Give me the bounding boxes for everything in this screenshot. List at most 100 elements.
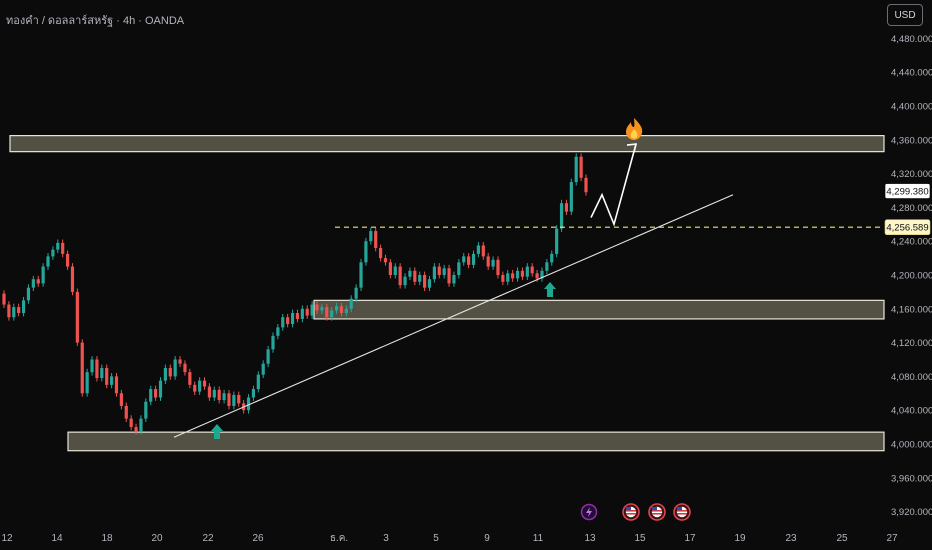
candle-body <box>178 359 182 364</box>
candle-body <box>515 270 520 279</box>
candle-body <box>85 372 89 394</box>
candle-body <box>246 397 251 411</box>
candle-body <box>462 256 466 263</box>
us-flag-icon[interactable] <box>673 503 691 521</box>
candle-body <box>325 307 329 318</box>
x-tick-label: ธ.ค. <box>330 533 348 544</box>
candle-body <box>398 266 402 286</box>
candle-body <box>173 359 177 377</box>
y-tick-label: 4,320.000 <box>891 169 932 180</box>
candle-body <box>339 306 344 314</box>
candle-body <box>545 262 549 271</box>
candle-body <box>251 389 256 398</box>
candle-body <box>95 359 99 379</box>
currency-button[interactable]: USD <box>887 4 923 26</box>
candle-body <box>21 300 26 314</box>
candle-body <box>286 317 290 324</box>
x-tick-label: 3 <box>383 533 389 544</box>
x-tick-label: 25 <box>836 533 848 544</box>
candle-body <box>378 247 383 259</box>
candle-body <box>188 372 192 385</box>
up-arrow-icon <box>211 424 223 439</box>
lightning-icon[interactable] <box>580 503 598 521</box>
candle-body <box>506 273 510 282</box>
x-tick-label: 26 <box>252 533 264 544</box>
zone-1[interactable] <box>9 135 885 153</box>
zone-2[interactable] <box>313 299 885 320</box>
candle-body <box>31 279 35 288</box>
x-tick-label: 9 <box>484 533 490 544</box>
trendline[interactable] <box>173 194 734 438</box>
x-tick-label: 20 <box>151 533 163 544</box>
x-tick-label: 27 <box>886 533 898 544</box>
candle-body <box>383 258 388 263</box>
candle-body <box>7 304 11 318</box>
candle-body <box>256 374 260 390</box>
projection-path[interactable] <box>590 143 637 227</box>
candle-body <box>70 266 75 292</box>
candle-body <box>393 266 397 275</box>
projection-arrowhead <box>626 143 638 153</box>
candle-body <box>320 307 324 311</box>
us-flag-icon[interactable] <box>648 503 666 521</box>
candle-body <box>222 393 226 401</box>
candle-body <box>227 393 231 406</box>
candle-body <box>163 367 167 381</box>
x-tick-label: 19 <box>734 533 746 544</box>
candle-body <box>334 306 339 311</box>
candle-body <box>369 231 373 242</box>
candle-body <box>525 266 529 277</box>
x-tick-label: 17 <box>684 533 696 544</box>
candle-body <box>276 327 280 336</box>
candle-body <box>427 279 432 288</box>
candle-body <box>413 270 417 282</box>
candle-body <box>374 231 378 248</box>
y-tick-label: 4,360.000 <box>891 135 932 146</box>
y-tick-label: 4,200.000 <box>891 271 932 282</box>
candle-body <box>584 177 588 193</box>
candle-body <box>119 393 123 406</box>
level-price-label: 4,256.589 <box>884 219 931 235</box>
y-tick-label: 4,400.000 <box>891 102 932 113</box>
candle-body <box>36 279 40 284</box>
candle-body <box>124 405 128 419</box>
candle-body <box>569 182 573 212</box>
us-flag-icon[interactable] <box>622 503 640 521</box>
candle-body <box>271 335 275 350</box>
candle-body <box>158 380 163 398</box>
candle-body <box>149 389 153 402</box>
candle-body <box>290 313 295 324</box>
candle-body <box>212 389 216 398</box>
candle-body <box>281 317 285 328</box>
x-tick-label: 13 <box>584 533 596 544</box>
candle-body <box>349 298 353 309</box>
candle-body <box>432 266 436 280</box>
candle-body <box>90 359 94 373</box>
candle-body <box>452 275 456 284</box>
candle-body <box>266 349 270 364</box>
zone-3[interactable] <box>67 431 885 452</box>
candle-body <box>467 256 471 265</box>
candle-body <box>310 304 314 316</box>
x-tick-label: 5 <box>433 533 439 544</box>
x-tick-label: 18 <box>101 533 113 544</box>
x-tick-label: 22 <box>202 533 214 544</box>
candle-body <box>114 376 119 394</box>
candle-body <box>364 241 368 263</box>
candle-body <box>530 266 534 274</box>
candle-body <box>56 242 60 250</box>
candle-body <box>217 389 221 401</box>
candle-body <box>168 367 172 377</box>
candle-body <box>579 156 583 178</box>
candle-body <box>75 291 79 343</box>
candle-body <box>471 253 476 265</box>
candle-body <box>12 307 16 318</box>
candle-body <box>457 262 461 275</box>
candle-body <box>300 308 304 319</box>
up-arrow-icon <box>544 282 556 297</box>
symbol-title[interactable]: ทองคำ / ดอลลาร์สหรัฐ · 4h · OANDA <box>6 15 185 27</box>
candle-body <box>447 268 451 284</box>
x-tick-label: 23 <box>785 533 797 544</box>
